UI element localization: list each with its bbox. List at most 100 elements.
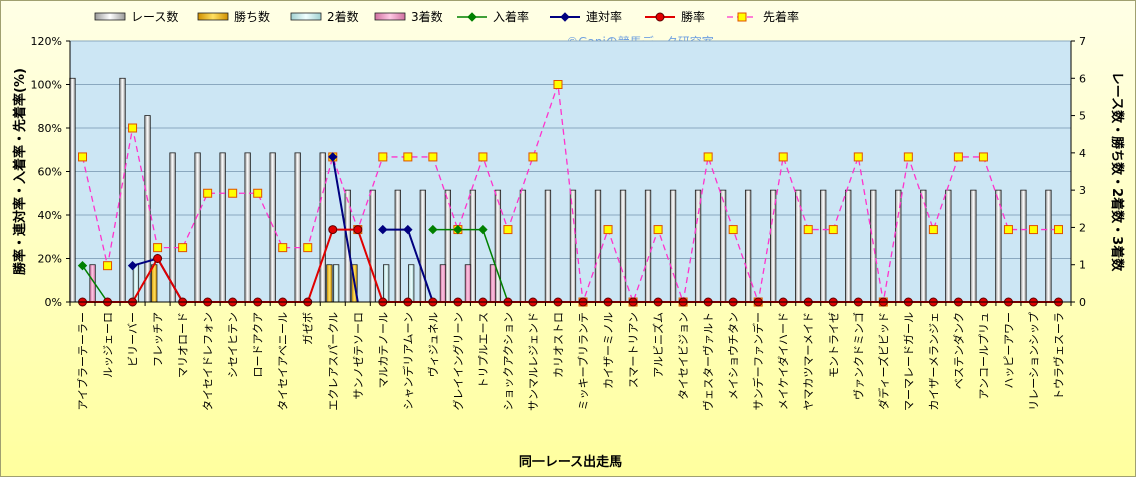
category-label: タイセイアベニール [277,312,290,411]
data-point [728,225,738,235]
left-tick-label: 60% [38,166,62,179]
bar [694,189,702,303]
data-point [328,152,338,162]
data-point [803,225,813,235]
data-point [103,261,113,271]
category-label: ヤマカツマーメイド [802,312,815,411]
category-label: タイセイドレフォン [202,312,215,411]
bar [369,189,376,303]
legend-marker [560,12,570,22]
data-point [978,152,988,162]
legend-marker [655,12,665,22]
bar [644,189,652,303]
category-label: マリオロード [177,312,190,378]
bar [970,189,977,303]
data-point [428,152,438,162]
data-point [78,152,88,162]
category-label: アルビニズム [651,312,665,378]
legend: レース数 勝ち数 2着数 3着数 入着率 連対率 勝率 先着率 [94,9,799,24]
data-point [653,225,663,235]
category-label: シセイヒテン [227,312,240,378]
legend-label: 勝ち数 [234,9,270,24]
data-point [203,188,213,198]
bar [569,189,577,303]
legend-label: 先着率 [763,9,799,24]
data-point [778,152,788,162]
data-point [503,225,513,235]
bar [669,189,677,303]
category-label: カリオストロ [552,312,565,378]
right-tick-label: 5 [1079,110,1086,123]
right-axis-label: レース数・勝ち数・2着数・3着数 [1109,72,1125,272]
right-tick-label: 7 [1079,35,1086,48]
bar [744,189,752,303]
legend-swatch [290,12,322,21]
data-point [603,225,613,235]
data-point [403,152,413,162]
left-axis-ticks: 0% 20% 40% 60% 80% 100% 120% [31,35,70,309]
data-point [528,152,538,162]
category-label: ヴィジュネル [426,312,440,377]
right-axis-ticks: 0 1 2 3 4 5 6 7 [1071,35,1086,309]
data-point [328,225,338,235]
category-label: メイケイダイハード [776,312,790,410]
legend-label: 入着率 [493,9,529,24]
category-label: アイブラーテーラー [76,312,90,410]
data-point [127,260,138,271]
data-point [178,243,188,253]
category-label: タイセイビジョン [677,312,690,400]
legend-label: 3着数 [411,9,443,24]
category-label: スマートリアン [627,312,640,388]
legend-swatch [374,12,406,21]
data-point [153,243,163,253]
category-label: サンマルレジェンド [527,312,540,411]
category-label: サンノゼテソーロ [352,312,365,399]
bar [594,189,602,303]
category-label: マルカテノール [377,312,390,388]
category-label: ハッピーアワー [1002,312,1015,389]
legend-label: 2着数 [327,9,359,24]
legend-swatch [197,12,229,21]
category-label: ダディーズビビッド [876,312,890,410]
category-label: トリプルエース [477,312,490,388]
data-point [128,123,138,133]
series-line [81,228,509,303]
data-point [853,152,863,162]
category-label: グレイイングリーン [451,312,465,410]
right-tick-label: 3 [1079,184,1086,197]
category-label: カイザーメランジェ [927,312,940,411]
category-label: シャンデリアムーン [401,312,415,410]
right-tick-label: 0 [1079,296,1086,309]
bar [945,189,952,303]
left-tick-label: 40% [38,209,62,222]
legend-marker [737,12,747,22]
category-label: ロードアクア [252,312,265,377]
category-label: モントライゼ [827,312,840,378]
bar [1045,189,1052,303]
data-point [553,80,563,89]
bar [770,189,777,303]
data-point [1053,225,1063,235]
bars [69,77,1052,303]
data-point [228,188,238,198]
bar [69,77,76,303]
bar [332,264,340,303]
data-point [928,225,938,235]
category-label: マーマレードガール [902,312,915,411]
category-label: ヴァンクドミンゴ [851,312,865,400]
category-label: ルッジェーロ [102,312,115,378]
bar [194,152,201,303]
bar [244,152,251,303]
data-point [353,225,363,235]
data-point [953,152,963,162]
left-tick-label: 20% [38,253,62,266]
data-point [153,254,163,263]
bar [119,77,126,303]
data-point [278,243,288,253]
bar [619,189,627,303]
left-tick-label: 80% [38,122,62,135]
data-point [253,188,263,198]
category-label: エクレアスパークル [327,312,340,411]
